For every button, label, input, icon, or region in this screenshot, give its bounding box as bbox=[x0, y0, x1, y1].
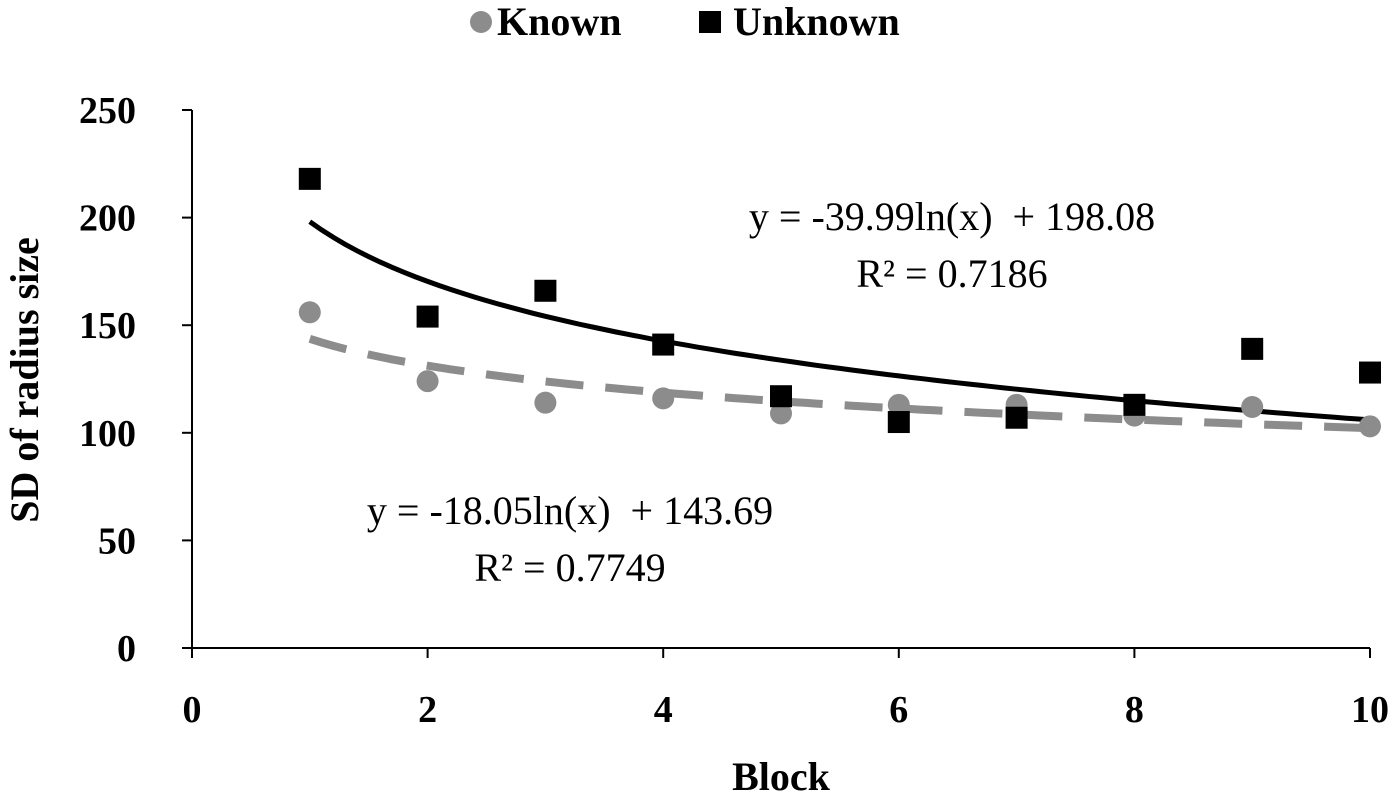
legend-unknown-label: Unknown bbox=[733, 0, 900, 44]
y-tick-label: 150 bbox=[79, 305, 136, 347]
y-ticks: 0 50 100 150 200 250 bbox=[79, 90, 192, 670]
point-known bbox=[298, 301, 321, 324]
r2-known: R² = 0.7749 bbox=[474, 545, 665, 590]
equation-unknown: y = -39.99ln(x) + 198.08 bbox=[749, 194, 1155, 239]
legend: Known Unknown bbox=[470, 0, 900, 44]
y-axis-title: SD of radius size bbox=[2, 237, 47, 523]
points-unknown bbox=[298, 167, 1381, 434]
legend-unknown-marker bbox=[699, 11, 721, 33]
point-unknown bbox=[1005, 406, 1028, 429]
point-unknown bbox=[652, 333, 675, 356]
point-unknown bbox=[1241, 337, 1264, 360]
point-unknown bbox=[1123, 393, 1146, 416]
y-tick-label: 100 bbox=[79, 413, 136, 455]
point-unknown bbox=[770, 385, 792, 408]
x-axis-title: Block bbox=[732, 754, 831, 795]
legend-known-marker bbox=[470, 11, 492, 33]
point-known bbox=[534, 391, 557, 414]
trendline-known bbox=[308, 334, 1371, 433]
x-tick-label: 8 bbox=[1125, 689, 1144, 731]
legend-known-label: Known bbox=[497, 0, 622, 44]
point-unknown bbox=[534, 279, 557, 302]
point-known bbox=[770, 402, 792, 425]
point-unknown bbox=[887, 411, 910, 434]
x-tick-label: 4 bbox=[654, 689, 673, 731]
point-unknown bbox=[298, 167, 321, 190]
r2-unknown: R² = 0.7186 bbox=[856, 251, 1047, 296]
point-unknown bbox=[416, 305, 439, 328]
point-known bbox=[887, 393, 910, 416]
point-known bbox=[1241, 395, 1264, 418]
trendline-unknown bbox=[308, 219, 1371, 423]
point-known bbox=[1359, 415, 1381, 438]
point-known bbox=[416, 370, 439, 393]
point-known bbox=[652, 387, 675, 410]
y-tick-label: 0 bbox=[117, 628, 136, 670]
x-ticks: 0 2 4 6 8 10 bbox=[183, 648, 1389, 731]
x-tick-label: 0 bbox=[183, 689, 202, 731]
y-tick-label: 50 bbox=[98, 520, 136, 562]
point-unknown bbox=[1359, 361, 1381, 384]
equation-known: y = -18.05ln(x) + 143.69 bbox=[367, 488, 773, 533]
y-tick-label: 200 bbox=[79, 198, 136, 240]
x-tick-label: 10 bbox=[1351, 689, 1389, 731]
y-tick-label: 250 bbox=[79, 90, 136, 132]
x-tick-label: 2 bbox=[418, 689, 437, 731]
x-tick-label: 6 bbox=[889, 689, 908, 731]
